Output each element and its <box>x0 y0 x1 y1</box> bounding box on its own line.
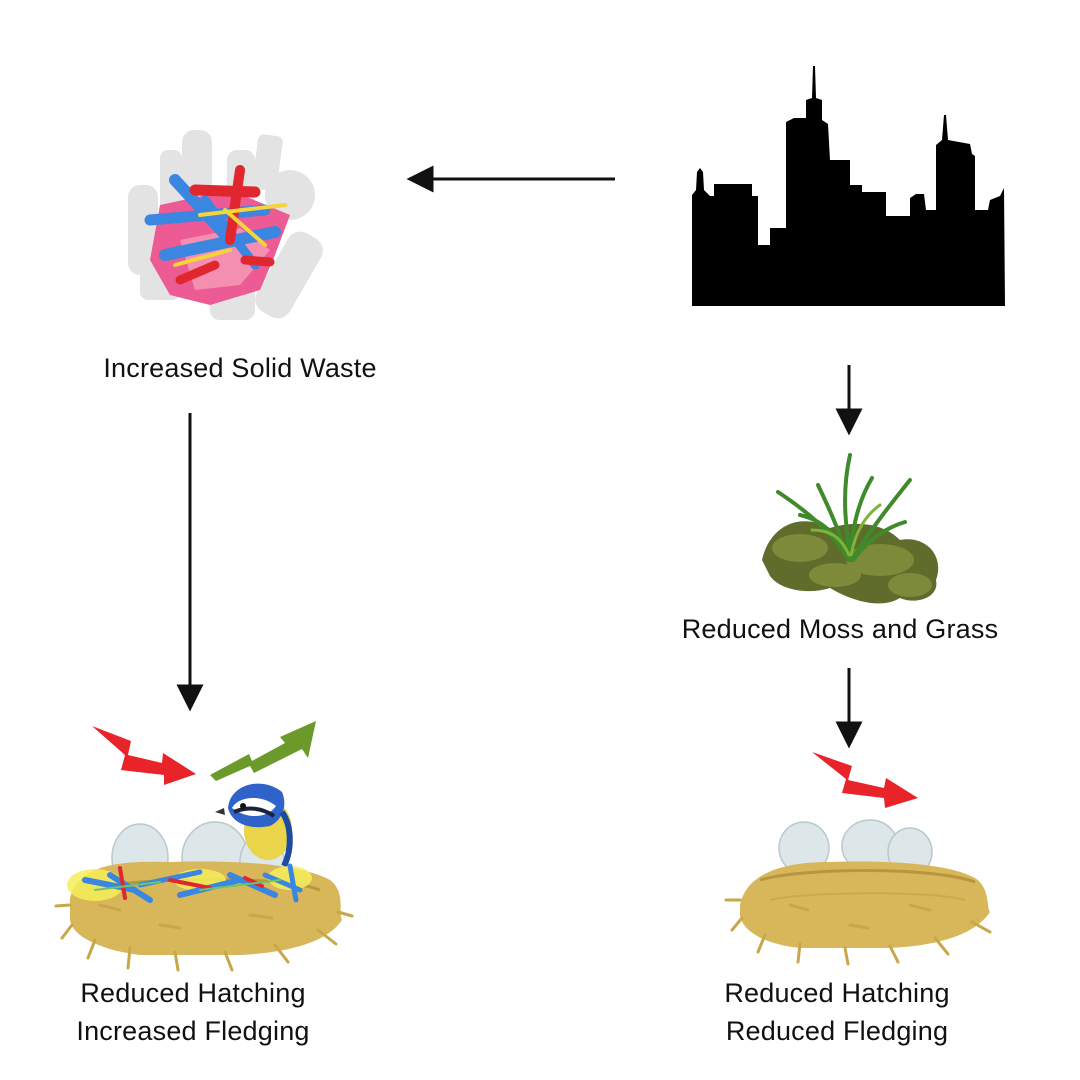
label-left-outcome-hatching: Reduced Hatching <box>80 978 306 1008</box>
nest-with-eggs-icon <box>724 819 992 966</box>
red-zigzag-down-arrow-icon <box>92 726 196 785</box>
label-increased-solid-waste: Increased Solid Waste <box>103 353 377 383</box>
label-right-outcome-hatching: Reduced Hatching <box>724 978 950 1008</box>
label-reduced-moss-and-grass: Reduced Moss and Grass <box>681 614 999 644</box>
moss-and-grass-icon <box>762 453 939 604</box>
plastic-waste-pile-icon <box>128 130 323 320</box>
city-skyline-icon <box>692 66 1005 306</box>
green-zigzag-up-arrow-icon <box>210 721 316 781</box>
nest-with-plastic-and-bird-icon <box>54 783 354 972</box>
red-zigzag-down-arrow-icon <box>812 752 918 808</box>
label-right-outcome-fledging: Reduced Fledging <box>725 1016 949 1046</box>
label-left-outcome-fledging: Increased Fledging <box>76 1016 310 1046</box>
